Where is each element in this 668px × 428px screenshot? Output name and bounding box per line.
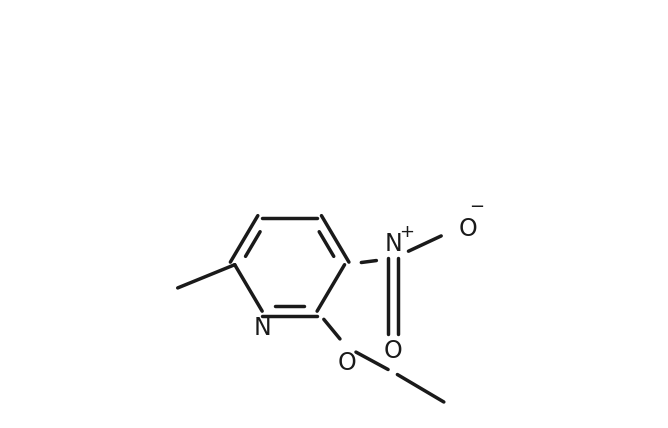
Text: O: O [459,217,478,241]
Text: +: + [399,223,414,241]
Text: O: O [384,339,403,363]
Text: N: N [384,232,402,256]
Text: −: − [469,198,484,216]
Text: N: N [253,316,271,340]
Text: O: O [337,351,356,375]
